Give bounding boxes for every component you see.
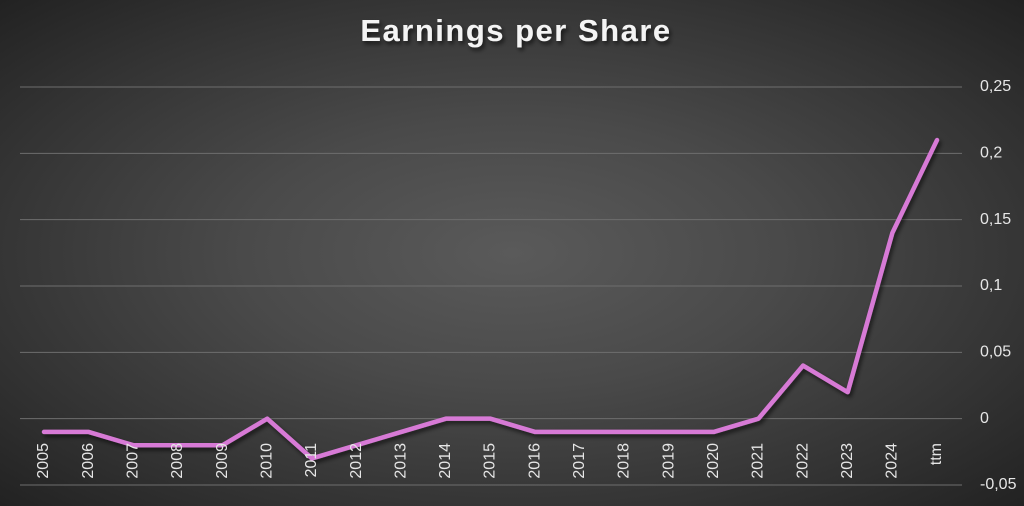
x-tick-label: 2021 — [750, 443, 767, 479]
y-tick-label: 0,1 — [980, 277, 1002, 294]
x-tick-label: 2008 — [169, 443, 186, 479]
x-tick-label: 2014 — [437, 443, 454, 479]
x-tick-label: 2011 — [303, 443, 320, 478]
y-tick-label: 0,25 — [980, 78, 1011, 95]
x-tick-label: 2023 — [839, 443, 856, 479]
x-tick-label: 2009 — [214, 443, 231, 479]
x-tick-label: 2012 — [348, 443, 365, 479]
x-tick-label: 2022 — [794, 443, 811, 479]
x-tick-label: 2013 — [392, 443, 409, 479]
x-tick-label: 2010 — [258, 443, 275, 479]
x-tick-label: 2015 — [482, 443, 499, 479]
x-tick-label: 2016 — [526, 443, 543, 479]
y-tick-label: -0,05 — [980, 476, 1017, 493]
x-tick-label: 2007 — [125, 443, 142, 479]
x-tick-label: 2019 — [660, 443, 677, 479]
y-tick-label: 0,15 — [980, 211, 1011, 228]
y-tick-label: 0,05 — [980, 344, 1011, 361]
x-tick-label: 2024 — [884, 443, 901, 479]
y-tick-label: 0,2 — [980, 145, 1002, 162]
y-tick-label: 0 — [980, 410, 989, 427]
line-series — [41, 137, 940, 461]
x-tick-label: 2020 — [705, 443, 722, 479]
x-tick-label: 2006 — [80, 443, 97, 479]
x-tick-label: 2005 — [35, 443, 52, 479]
x-tick-label: 2018 — [616, 443, 633, 479]
x-tick-label: 2017 — [571, 443, 588, 479]
chart-title: Earnings per Share — [360, 13, 671, 48]
x-tick-label: ttm — [928, 443, 945, 465]
